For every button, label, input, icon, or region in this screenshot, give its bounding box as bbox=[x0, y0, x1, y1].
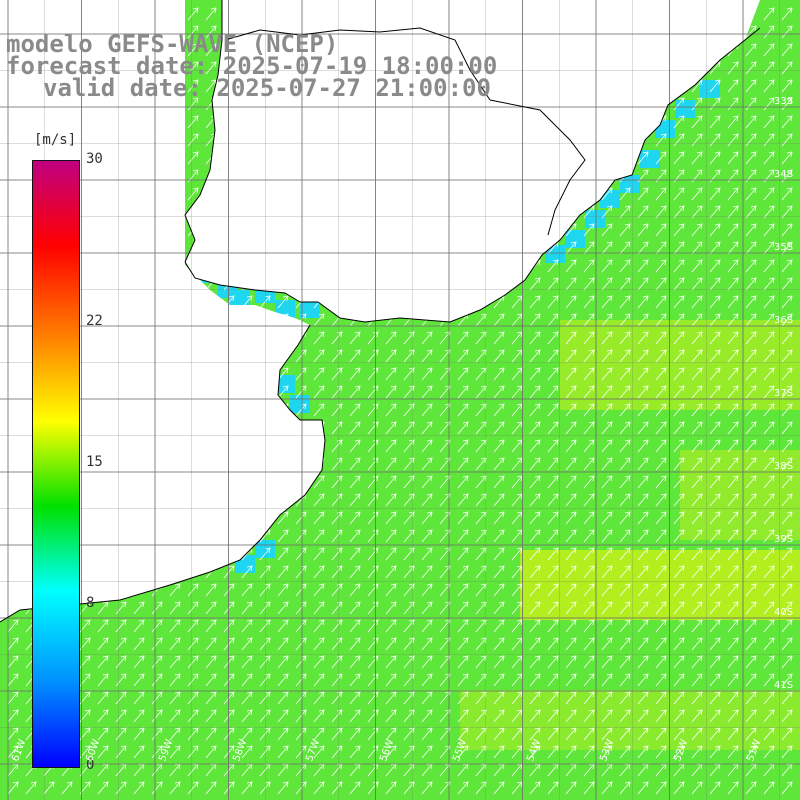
coastline bbox=[0, 0, 761, 623]
latitude-label: 35S bbox=[774, 242, 794, 253]
latitude-label: 39S bbox=[774, 534, 794, 545]
scale-tick-label: 15 bbox=[86, 454, 103, 470]
latitude-label: 38S bbox=[774, 461, 794, 472]
latitude-label: 33S bbox=[774, 96, 794, 107]
legend-unit: [m/s] bbox=[34, 132, 77, 148]
latitude-label: 34S bbox=[774, 169, 794, 180]
latitude-label: 37S bbox=[774, 388, 794, 399]
scale-tick-label: 0 bbox=[86, 757, 95, 773]
scale-tick-label: 8 bbox=[86, 595, 95, 612]
model-title: modelo GEFS-WAVE (NCEP) bbox=[6, 30, 339, 58]
scale-tick-label: 30 bbox=[86, 151, 103, 167]
scale-tick-label: 22 bbox=[86, 312, 103, 329]
latitude-label: 40S bbox=[774, 607, 794, 618]
latitude-label: 41S bbox=[774, 680, 794, 691]
valid-date: valid date: 2025-07-27 21:00:00 bbox=[43, 74, 491, 102]
latitude-label: 36S bbox=[774, 315, 794, 326]
forecast-date: forecast date: 2025-07-19 18:00:00 bbox=[6, 52, 498, 80]
color-scale-bar bbox=[32, 160, 80, 768]
